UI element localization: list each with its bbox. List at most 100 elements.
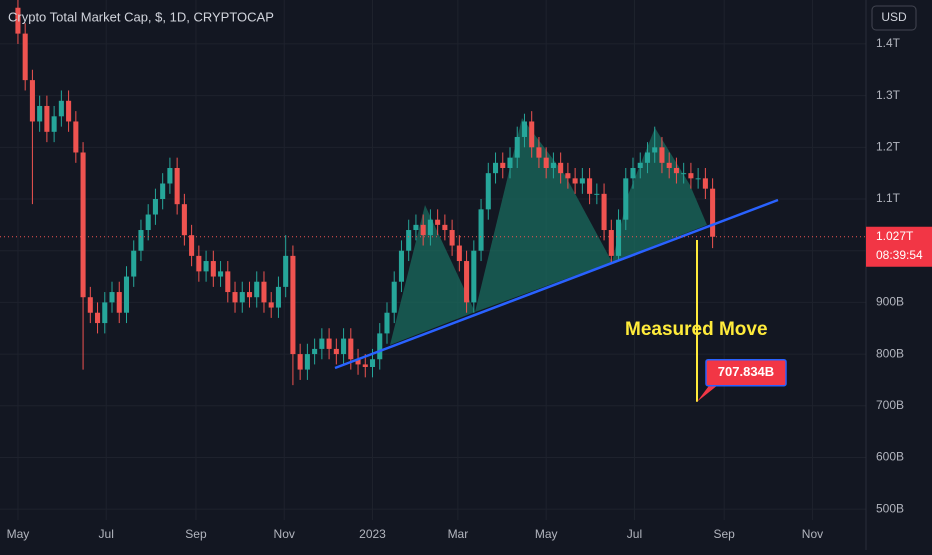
candle-body xyxy=(536,147,542,158)
x-tick-label: Nov xyxy=(274,527,295,541)
candle-body xyxy=(688,173,694,179)
candle-body xyxy=(355,359,361,365)
x-tick-label: Jul xyxy=(627,527,642,541)
x-tick-label: Jul xyxy=(99,527,114,541)
candle-body xyxy=(297,354,303,370)
pattern-shoulder xyxy=(390,205,475,345)
x-tick-label: Nov xyxy=(802,527,823,541)
y-tick-label: 1.3T xyxy=(876,88,901,102)
candle-body xyxy=(44,105,50,132)
candle-body xyxy=(492,162,499,174)
candle-body xyxy=(406,230,412,251)
price-tag xyxy=(866,226,932,267)
y-tick-label: 700B xyxy=(876,398,904,412)
x-tick-label: May xyxy=(7,527,30,541)
currency-label[interactable]: USD xyxy=(881,10,907,24)
candle-body xyxy=(283,255,289,287)
candle-body xyxy=(579,178,585,184)
y-tick-label: 900B xyxy=(876,295,904,309)
candle-body xyxy=(507,157,513,168)
candle-body xyxy=(572,178,578,184)
candle-body xyxy=(608,230,614,256)
y-tick-label: 800B xyxy=(876,346,904,360)
candle-body xyxy=(268,302,274,308)
candle-body xyxy=(543,157,549,168)
candle-body xyxy=(529,121,535,148)
candle-body xyxy=(391,281,397,313)
candle-body xyxy=(413,224,419,231)
x-tick-label: Mar xyxy=(448,527,469,541)
pattern-head xyxy=(475,118,612,312)
trend-line xyxy=(334,198,779,370)
candle-body xyxy=(225,271,231,293)
candle-body xyxy=(261,281,267,303)
candle-body xyxy=(326,338,332,349)
callout-pointer xyxy=(697,381,722,402)
candle-body xyxy=(196,255,202,272)
target-box xyxy=(705,358,787,387)
candle-body xyxy=(80,152,86,298)
candle-body xyxy=(58,100,64,117)
x-tick-label: Sep xyxy=(185,527,207,541)
candle-body xyxy=(565,173,571,179)
candle-body xyxy=(210,261,216,277)
candle-body xyxy=(123,276,130,313)
chart-title: Crypto Total Market Cap, $, 1D, CRYPTOCA… xyxy=(8,9,274,24)
candle-body xyxy=(478,209,484,251)
countdown-label: 08:39:54 xyxy=(876,248,923,262)
candle-body xyxy=(29,80,35,122)
candle-body xyxy=(51,116,57,132)
candle-body xyxy=(427,219,433,236)
candle-body xyxy=(644,152,651,163)
price-label: 1.027T xyxy=(876,229,914,243)
candle-body xyxy=(138,230,144,251)
candle-body xyxy=(398,250,404,282)
candle-body xyxy=(362,364,368,368)
grid xyxy=(0,0,866,520)
candle-body xyxy=(174,167,180,205)
candle-body xyxy=(449,230,455,246)
candle-body xyxy=(87,297,93,313)
candle-body xyxy=(160,183,166,200)
candle-body xyxy=(471,250,477,303)
candle-body xyxy=(652,147,658,153)
candle-body xyxy=(22,33,28,81)
candle-body xyxy=(702,178,708,189)
candle-body xyxy=(616,219,622,256)
candle-body xyxy=(218,271,224,277)
candle-body xyxy=(485,173,491,210)
candle-body xyxy=(203,261,209,272)
x-tick-label: Sep xyxy=(714,527,736,541)
candle-body xyxy=(666,162,672,168)
candle-body xyxy=(384,312,390,334)
candle-body xyxy=(116,292,122,313)
candle-body xyxy=(304,354,310,370)
candle-body xyxy=(442,224,448,231)
candle-body xyxy=(695,178,701,180)
candle-body xyxy=(514,136,520,158)
candle-body xyxy=(500,162,506,168)
candle-body xyxy=(232,292,238,303)
candles xyxy=(15,0,716,386)
candle-body xyxy=(369,359,376,368)
candle-body xyxy=(254,281,260,298)
candle-body xyxy=(275,286,281,308)
candle-body xyxy=(109,292,115,303)
candle-body xyxy=(152,199,158,215)
candle-body xyxy=(659,147,665,163)
candle-body xyxy=(348,338,354,360)
x-tick-label: 2023 xyxy=(359,527,386,541)
candle-body xyxy=(587,178,593,194)
candle-body xyxy=(73,121,79,153)
y-tick-label: 600B xyxy=(876,450,904,464)
candle-body xyxy=(623,178,629,220)
currency-button[interactable] xyxy=(871,5,917,31)
candle-body xyxy=(637,162,643,168)
candle-body xyxy=(102,302,108,324)
candle-body xyxy=(377,333,383,360)
candle-body xyxy=(167,167,173,184)
candle-body xyxy=(145,214,151,231)
y-tick-label: 1.1T xyxy=(876,191,901,205)
candle-body xyxy=(333,348,339,355)
